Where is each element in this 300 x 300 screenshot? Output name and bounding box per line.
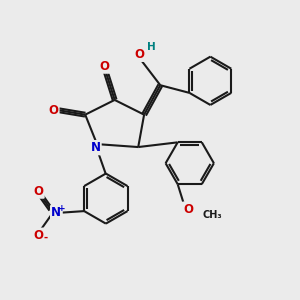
Text: N: N (91, 141, 100, 154)
Text: O: O (135, 48, 145, 61)
Text: O: O (34, 184, 44, 198)
Text: +: + (58, 204, 65, 213)
Text: -: - (43, 233, 47, 243)
Text: CH₃: CH₃ (203, 210, 222, 220)
Text: N: N (51, 206, 61, 219)
Text: O: O (34, 229, 44, 242)
Text: O: O (99, 60, 110, 73)
Text: O: O (183, 203, 193, 216)
Text: O: O (48, 104, 59, 117)
Text: H: H (147, 42, 156, 52)
